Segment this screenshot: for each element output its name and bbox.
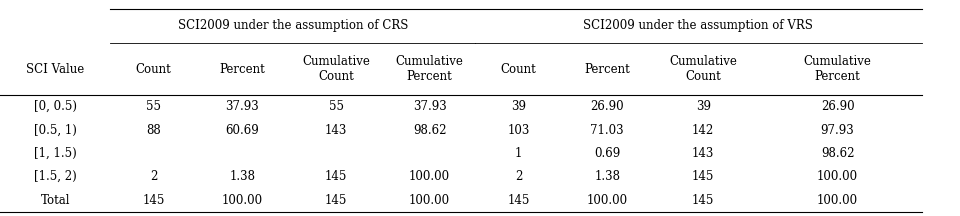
Text: 145: 145: [324, 194, 348, 206]
Text: SCI2009 under the assumption of VRS: SCI2009 under the assumption of VRS: [584, 19, 813, 32]
Text: 98.62: 98.62: [821, 147, 854, 160]
Text: 145: 145: [324, 170, 348, 183]
Text: 145: 145: [692, 194, 714, 206]
Text: 26.90: 26.90: [590, 100, 624, 113]
Text: 98.62: 98.62: [413, 124, 446, 137]
Text: 100.00: 100.00: [817, 194, 858, 206]
Text: 100.00: 100.00: [587, 194, 628, 206]
Text: 97.93: 97.93: [821, 124, 854, 137]
Text: SCI Value: SCI Value: [26, 63, 84, 76]
Text: Cumulative
Percent: Cumulative Percent: [804, 55, 872, 83]
Text: SCI2009 under the assumption of CRS: SCI2009 under the assumption of CRS: [178, 19, 408, 32]
Text: Count: Count: [500, 63, 537, 76]
Text: 100.00: 100.00: [817, 170, 858, 183]
Text: 55: 55: [328, 100, 344, 113]
Text: Cumulative
Count: Cumulative Count: [669, 55, 737, 83]
Text: 143: 143: [324, 124, 348, 137]
Text: 88: 88: [146, 124, 161, 137]
Text: Cumulative
Count: Cumulative Count: [302, 55, 370, 83]
Text: 143: 143: [692, 147, 714, 160]
Text: 26.90: 26.90: [821, 100, 854, 113]
Text: Total: Total: [40, 194, 70, 206]
Text: 37.93: 37.93: [413, 100, 446, 113]
Text: 1.38: 1.38: [229, 170, 255, 183]
Text: 71.03: 71.03: [590, 124, 624, 137]
Text: 145: 145: [142, 194, 165, 206]
Text: 55: 55: [146, 100, 161, 113]
Text: Percent: Percent: [220, 63, 265, 76]
Text: 145: 145: [692, 170, 714, 183]
Text: 37.93: 37.93: [226, 100, 259, 113]
Text: 1: 1: [515, 147, 522, 160]
Text: 2: 2: [150, 170, 157, 183]
Text: 142: 142: [692, 124, 714, 137]
Text: 39: 39: [511, 100, 526, 113]
Text: [0.5, 1): [0.5, 1): [34, 124, 77, 137]
Text: Percent: Percent: [585, 63, 630, 76]
Text: Count: Count: [135, 63, 172, 76]
Text: 103: 103: [507, 124, 530, 137]
Text: 100.00: 100.00: [409, 170, 450, 183]
Text: 100.00: 100.00: [222, 194, 263, 206]
Text: 39: 39: [696, 100, 710, 113]
Text: [1.5, 2): [1.5, 2): [34, 170, 77, 183]
Text: 100.00: 100.00: [409, 194, 450, 206]
Text: [0, 0.5): [0, 0.5): [34, 100, 77, 113]
Text: 145: 145: [507, 194, 530, 206]
Text: Cumulative
Percent: Cumulative Percent: [396, 55, 464, 83]
Text: 60.69: 60.69: [226, 124, 259, 137]
Text: 0.69: 0.69: [594, 147, 620, 160]
Text: 1.38: 1.38: [594, 170, 620, 183]
Text: 2: 2: [515, 170, 522, 183]
Text: [1, 1.5): [1, 1.5): [34, 147, 77, 160]
